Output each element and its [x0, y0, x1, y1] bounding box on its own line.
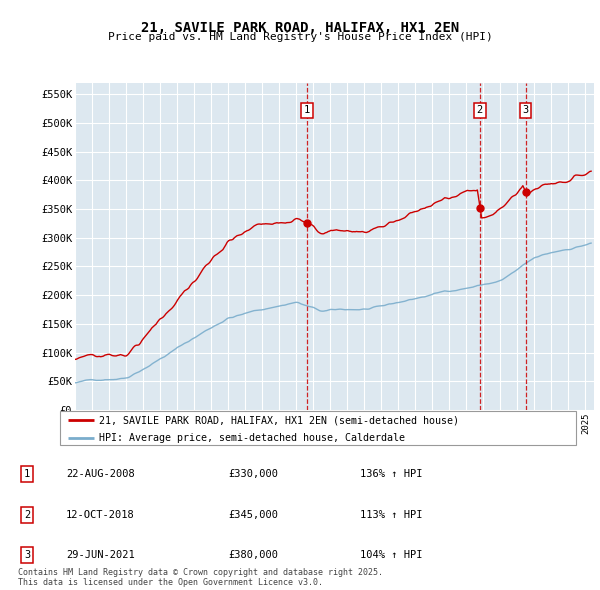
Text: 3: 3 [523, 106, 529, 116]
Text: 12-OCT-2018: 12-OCT-2018 [66, 510, 135, 520]
Text: £345,000: £345,000 [228, 510, 278, 520]
Text: 104% ↑ HPI: 104% ↑ HPI [360, 550, 422, 559]
Text: 29-JUN-2021: 29-JUN-2021 [66, 550, 135, 559]
Text: 21, SAVILE PARK ROAD, HALIFAX, HX1 2EN: 21, SAVILE PARK ROAD, HALIFAX, HX1 2EN [141, 21, 459, 35]
Text: £380,000: £380,000 [228, 550, 278, 559]
FancyBboxPatch shape [60, 411, 576, 445]
Text: 1: 1 [24, 469, 30, 478]
Text: 22-AUG-2008: 22-AUG-2008 [66, 469, 135, 478]
Text: 1: 1 [304, 106, 310, 116]
Text: 2: 2 [476, 106, 483, 116]
Text: 136% ↑ HPI: 136% ↑ HPI [360, 469, 422, 478]
Text: 21, SAVILE PARK ROAD, HALIFAX, HX1 2EN (semi-detached house): 21, SAVILE PARK ROAD, HALIFAX, HX1 2EN (… [98, 415, 459, 425]
Text: Contains HM Land Registry data © Crown copyright and database right 2025.
This d: Contains HM Land Registry data © Crown c… [18, 568, 383, 587]
Text: £330,000: £330,000 [228, 469, 278, 478]
Text: 113% ↑ HPI: 113% ↑ HPI [360, 510, 422, 520]
Text: HPI: Average price, semi-detached house, Calderdale: HPI: Average price, semi-detached house,… [98, 433, 404, 443]
Text: 3: 3 [24, 550, 30, 559]
Text: 2: 2 [24, 510, 30, 520]
Text: Price paid vs. HM Land Registry's House Price Index (HPI): Price paid vs. HM Land Registry's House … [107, 32, 493, 42]
